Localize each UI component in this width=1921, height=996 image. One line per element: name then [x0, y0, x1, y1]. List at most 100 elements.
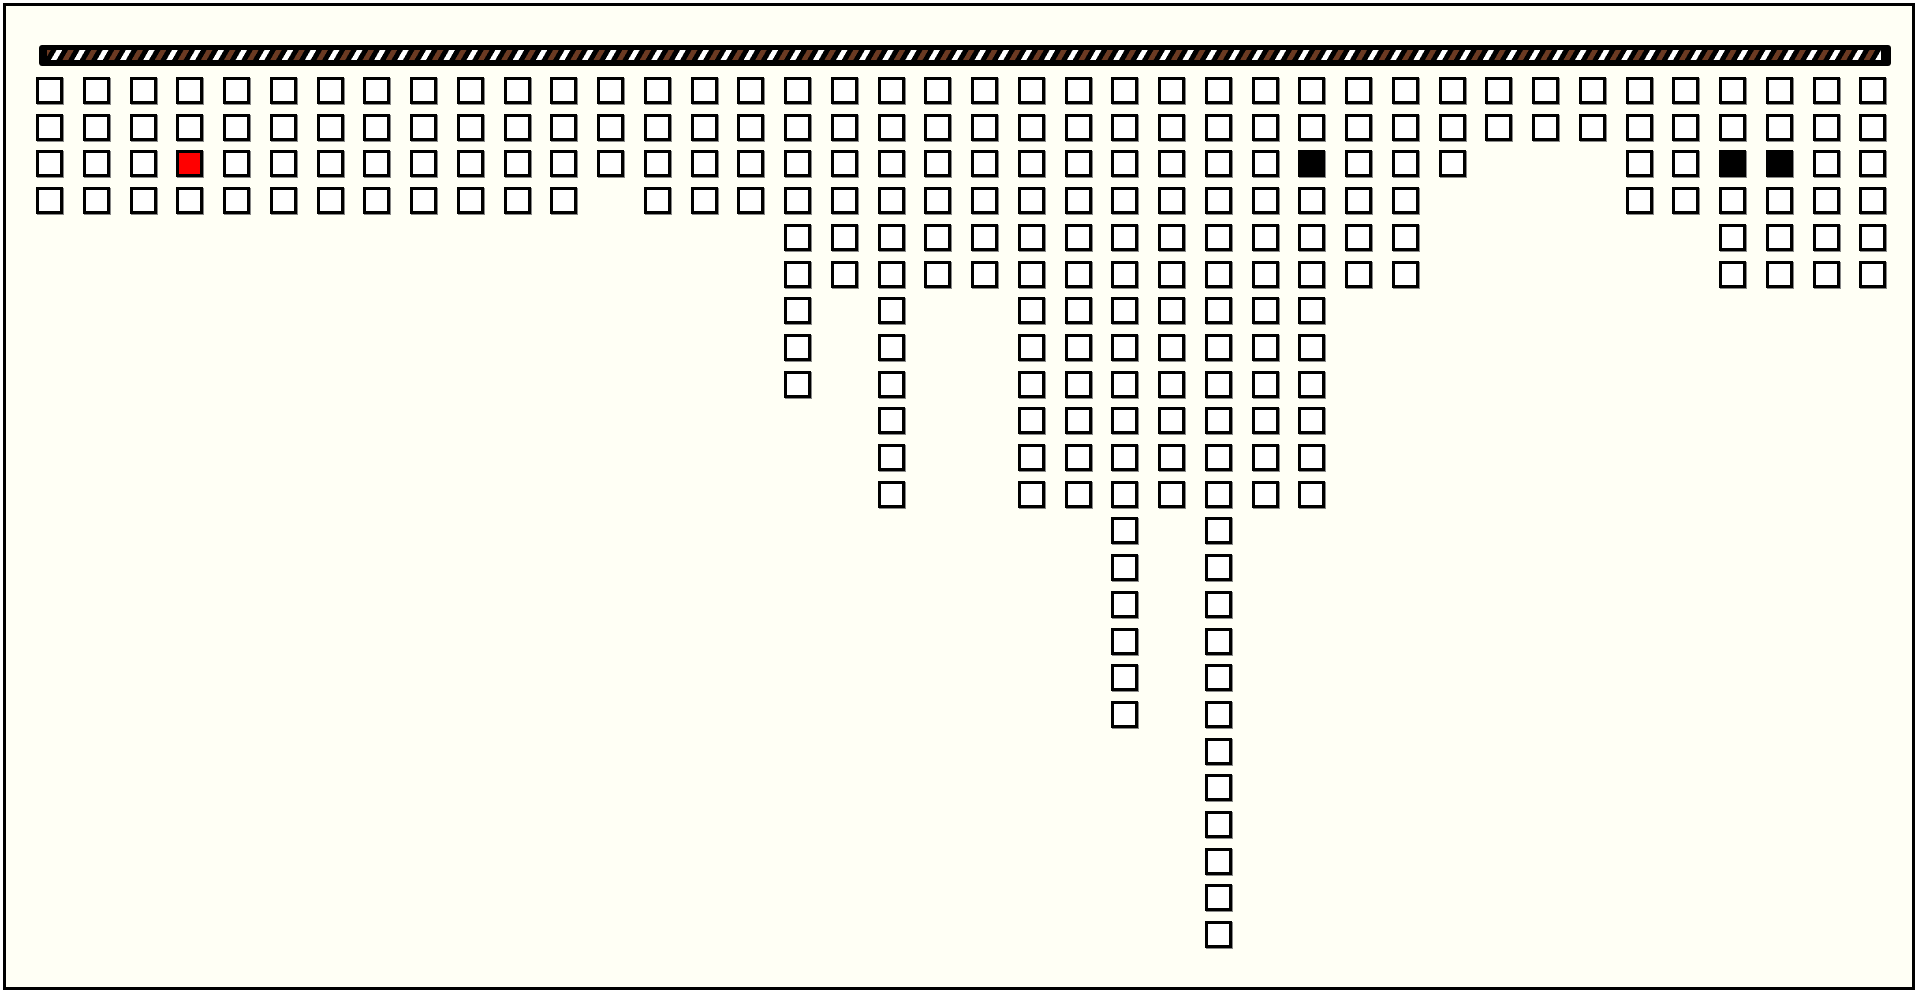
cell[interactable] [1064, 407, 1092, 435]
cell[interactable] [550, 113, 578, 141]
cell[interactable] [503, 187, 531, 215]
cell[interactable] [1204, 297, 1232, 325]
cell[interactable] [1578, 77, 1606, 104]
cell[interactable] [223, 187, 250, 215]
cell[interactable] [784, 370, 811, 398]
cell[interactable] [1625, 150, 1653, 178]
cell-red[interactable] [176, 150, 204, 178]
cell[interactable] [1064, 113, 1092, 141]
cell[interactable] [1111, 333, 1139, 361]
cell[interactable] [877, 444, 905, 471]
cell[interactable] [877, 260, 905, 288]
cell[interactable] [971, 223, 998, 251]
cell[interactable] [1204, 774, 1232, 802]
cell[interactable] [1345, 150, 1372, 178]
cell[interactable] [784, 260, 811, 288]
cell[interactable] [877, 223, 905, 251]
cell[interactable] [36, 113, 63, 141]
cell[interactable] [1158, 370, 1185, 398]
cell[interactable] [924, 113, 952, 141]
cell[interactable] [503, 77, 531, 104]
cell[interactable] [1111, 664, 1139, 692]
cell[interactable] [1719, 187, 1746, 215]
cell[interactable] [550, 187, 578, 215]
cell[interactable] [1719, 77, 1746, 104]
cell[interactable] [690, 113, 718, 141]
cell[interactable] [1532, 77, 1559, 104]
cell[interactable] [971, 187, 998, 215]
cell[interactable] [1859, 150, 1887, 178]
cell[interactable] [1064, 260, 1092, 288]
cell[interactable] [1158, 150, 1185, 178]
cell[interactable] [1017, 77, 1045, 104]
cell[interactable] [737, 77, 765, 104]
cell[interactable] [1251, 480, 1279, 508]
cell[interactable] [410, 150, 437, 178]
cell[interactable] [877, 407, 905, 435]
cell[interactable] [1765, 187, 1793, 215]
cell[interactable] [363, 77, 391, 104]
cell[interactable] [1111, 297, 1139, 325]
cell[interactable] [1017, 297, 1045, 325]
cell[interactable] [1064, 333, 1092, 361]
cell[interactable] [1204, 187, 1232, 215]
cell[interactable] [269, 150, 297, 178]
cell[interactable] [877, 77, 905, 104]
cell[interactable] [316, 150, 344, 178]
cell[interactable] [690, 187, 718, 215]
cell[interactable] [456, 77, 484, 104]
cell[interactable] [223, 77, 250, 104]
cell[interactable] [1532, 113, 1559, 141]
cell[interactable] [1719, 260, 1746, 288]
cell[interactable] [1111, 590, 1139, 618]
cell[interactable] [363, 150, 391, 178]
cell[interactable] [1204, 627, 1232, 655]
cell[interactable] [1204, 700, 1232, 728]
cell[interactable] [877, 370, 905, 398]
cell[interactable] [223, 113, 250, 141]
cell[interactable] [1812, 150, 1840, 178]
cell[interactable] [1578, 113, 1606, 141]
cell-black[interactable] [1719, 150, 1746, 178]
cell[interactable] [1158, 297, 1185, 325]
cell[interactable] [129, 77, 157, 104]
cell[interactable] [971, 150, 998, 178]
cell[interactable] [1017, 333, 1045, 361]
cell[interactable] [1204, 150, 1232, 178]
cell[interactable] [1298, 297, 1326, 325]
cell[interactable] [1765, 223, 1793, 251]
cell[interactable] [1251, 444, 1279, 471]
cell[interactable] [1158, 113, 1185, 141]
cell[interactable] [737, 150, 765, 178]
cell[interactable] [830, 223, 858, 251]
cell[interactable] [784, 150, 811, 178]
cell[interactable] [1672, 187, 1700, 215]
cell[interactable] [971, 113, 998, 141]
cell[interactable] [1391, 113, 1419, 141]
cell[interactable] [1064, 297, 1092, 325]
cell[interactable] [1251, 407, 1279, 435]
cell[interactable] [924, 187, 952, 215]
cell[interactable] [1251, 370, 1279, 398]
cell[interactable] [924, 223, 952, 251]
cell[interactable] [1204, 664, 1232, 692]
cell[interactable] [1158, 444, 1185, 471]
cell[interactable] [643, 77, 671, 104]
cell[interactable] [1017, 260, 1045, 288]
cell[interactable] [1812, 113, 1840, 141]
cell[interactable] [1391, 187, 1419, 215]
cell[interactable] [176, 77, 204, 104]
cell[interactable] [82, 77, 110, 104]
cell[interactable] [1298, 480, 1326, 508]
cell[interactable] [784, 187, 811, 215]
cell[interactable] [503, 150, 531, 178]
cell[interactable] [1812, 77, 1840, 104]
cell[interactable] [503, 113, 531, 141]
cell[interactable] [1812, 223, 1840, 251]
cell[interactable] [971, 77, 998, 104]
cell[interactable] [410, 77, 437, 104]
cell[interactable] [830, 187, 858, 215]
cell[interactable] [1204, 480, 1232, 508]
cell[interactable] [1111, 150, 1139, 178]
cell[interactable] [1812, 260, 1840, 288]
